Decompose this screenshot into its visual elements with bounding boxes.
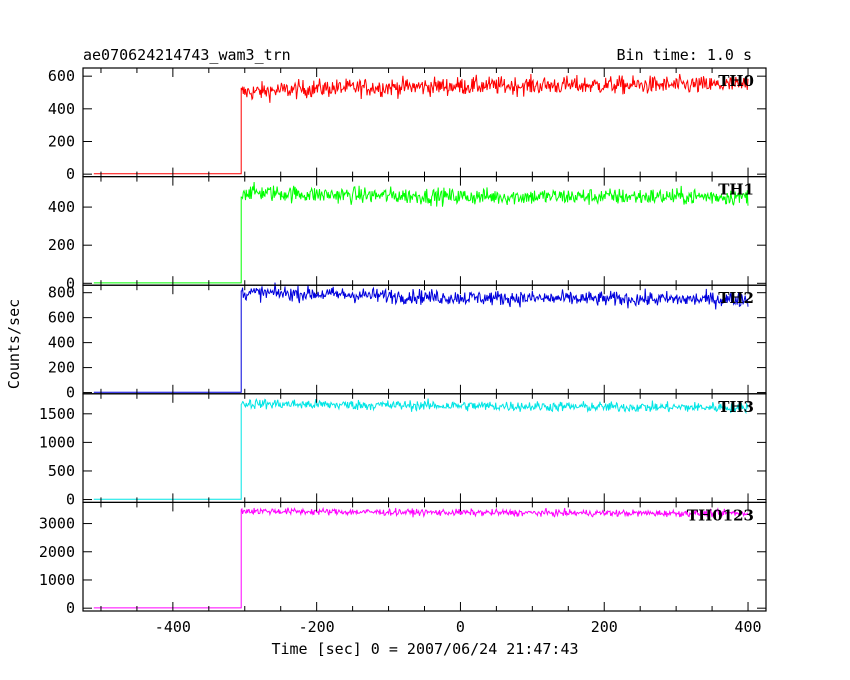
panel-label-th3: TH3 (718, 398, 754, 416)
x-tick-label: 0 (456, 618, 465, 636)
chart-title: ae070624214743_wam3_trn (83, 46, 291, 64)
panel-th0: 0 200 400 600 TH0 (48, 67, 767, 183)
panel-label-th1: TH1 (718, 181, 754, 199)
x-axis-label: Time [sec] 0 = 2007/06/24 21:47:43 (271, 640, 578, 658)
panel-th3: 0 500 1000 1500 TH3 (39, 393, 767, 509)
panel-th1: 0 200 400 TH1 (48, 176, 767, 292)
y-tick-label: 0 (66, 491, 75, 509)
y-tick-label: 500 (48, 462, 75, 480)
panel-label-th0: TH0 (718, 72, 754, 90)
y-tick-label: 3000 (39, 515, 75, 533)
y-tick-label: 0 (66, 165, 75, 183)
y-tick-label: 200 (48, 236, 75, 254)
y-tick-label: 0 (66, 384, 75, 402)
trace-th1 (93, 181, 749, 284)
panel-frame (82, 501, 767, 612)
trace-th2 (93, 282, 749, 393)
panel-label-th0123: TH0123 (687, 506, 754, 524)
panel-label-th2: TH2 (718, 289, 754, 307)
y-tick-label: 600 (48, 67, 75, 85)
y-tick-label: 0 (66, 599, 75, 617)
y-tick-label: 200 (48, 132, 75, 150)
y-tick-label: 600 (48, 309, 75, 327)
x-tick-label: -200 (299, 618, 335, 636)
panel-th2: 0 200 400 600 800 TH2 (48, 282, 767, 402)
panel-th0123: 0 1000 2000 3000 TH0123 (39, 501, 767, 617)
panel-frame (82, 393, 767, 503)
y-tick-label: 2000 (39, 543, 75, 561)
x-tick-label: 400 (734, 618, 761, 636)
trace-th0 (93, 73, 749, 175)
trace-th0123 (93, 506, 749, 609)
y-tick-label: 200 (48, 359, 75, 377)
y-tick-label: 1000 (39, 571, 75, 589)
y-tick-label: 1500 (39, 405, 75, 423)
x-tick-label: 200 (591, 618, 618, 636)
bin-time-label: Bin time: 1.0 s (617, 46, 752, 64)
y-tick-label: 400 (48, 198, 75, 216)
y-tick-label: 1000 (39, 433, 75, 451)
panel-frame (82, 284, 767, 395)
trace-th3 (93, 398, 749, 500)
y-tick-label: 800 (48, 284, 75, 302)
y-tick-label: 400 (48, 100, 75, 118)
y-axis-label: Counts/sec (5, 299, 23, 389)
y-tick-label: 400 (48, 334, 75, 352)
x-tick-label: -400 (155, 618, 191, 636)
y-tick-label: 0 (66, 274, 75, 292)
